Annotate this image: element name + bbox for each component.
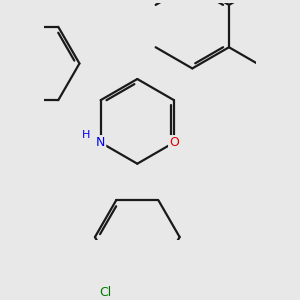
Text: H: H — [82, 130, 90, 140]
Text: Cl: Cl — [99, 286, 112, 298]
Text: N: N — [96, 136, 105, 149]
Text: O: O — [169, 136, 179, 149]
